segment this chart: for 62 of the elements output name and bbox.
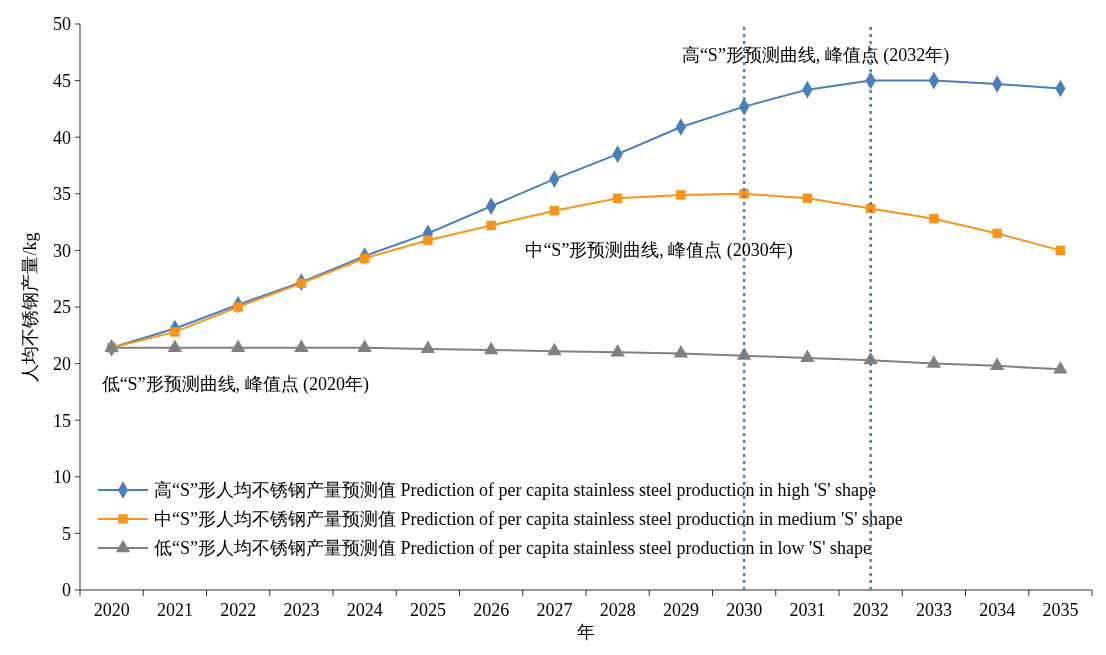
point [673,345,689,358]
x-tick-label: 2020 [93,600,130,620]
point [800,349,815,363]
point [612,193,623,204]
point [423,235,433,245]
point [547,342,562,356]
x-tick-label: 2030 [726,600,763,620]
x-tick-label: 2029 [662,600,699,620]
x-tick-label: 2032 [852,600,889,620]
y-tick-label: 0 [62,580,71,601]
x-tick-label: 2022 [220,600,257,620]
legend-label: 低“S”形人均不锈钢产量预测值 Prediction of per capita stainless steel production in low 'S' shape [154,538,871,559]
point [167,339,183,352]
point [802,193,813,204]
y-tick-label: 35 [53,184,71,205]
x-tick-label: 2031 [789,600,826,620]
x-tick-label: 2028 [599,600,636,620]
point [1055,245,1066,256]
x-tick-label: 2027 [536,600,573,620]
y-tick-label: 40 [53,127,71,148]
x-tick-label: 2023 [283,600,320,620]
annotation: 中“S”形预测曲线, 峰值点 (2030年) [525,239,793,261]
point [992,228,1002,239]
point [1053,360,1068,374]
x-tick-label: 2024 [346,600,383,620]
y-tick-label: 5 [62,523,71,544]
x-tick-label: 2026 [473,600,510,620]
point [104,339,119,352]
y-tick-label: 25 [53,297,71,318]
x-tick-label: 2035 [1042,600,1079,620]
point [357,339,372,352]
point [610,343,625,357]
point [296,278,307,288]
annotation: 低“S”形预测曲线, 峰值点 (2020年) [101,373,370,395]
point [676,190,686,200]
point [739,189,749,199]
y-tick-label: 15 [53,410,71,431]
point [233,302,243,312]
x-tick-label: 2025 [409,600,446,620]
point [926,355,942,368]
y-tick-label: 45 [53,70,71,91]
y-tick-label: 50 [53,14,71,35]
point [549,206,560,216]
y-tick-label: 10 [53,467,71,488]
y-tick-label: 30 [53,240,71,261]
x-tick-label: 2034 [979,600,1016,620]
point [230,339,246,352]
y-axis-title: 人均不锈钢产量/kg [20,232,40,382]
x-tick-label: 2021 [156,600,193,620]
legend-label: 高“S”形人均不锈钢产量预测值 Prediction of per capita stainless steel production in high 'S' shape [154,480,876,501]
annotation: 高“S”形预测曲线, 峰值点 (2032年) [681,44,950,66]
x-axis-title: 年 [577,622,595,642]
point [989,357,1005,371]
point [420,340,436,354]
point [929,213,939,224]
legend-label: 中“S”形人均不锈钢产量预测值 Prediction of per capita stainless steel production in medium 'S' shape [154,509,903,530]
point [294,339,309,352]
y-tick-label: 20 [53,353,71,374]
point [483,341,499,355]
point [486,220,496,231]
x-tick-label: 2033 [915,600,952,620]
point [359,253,370,264]
